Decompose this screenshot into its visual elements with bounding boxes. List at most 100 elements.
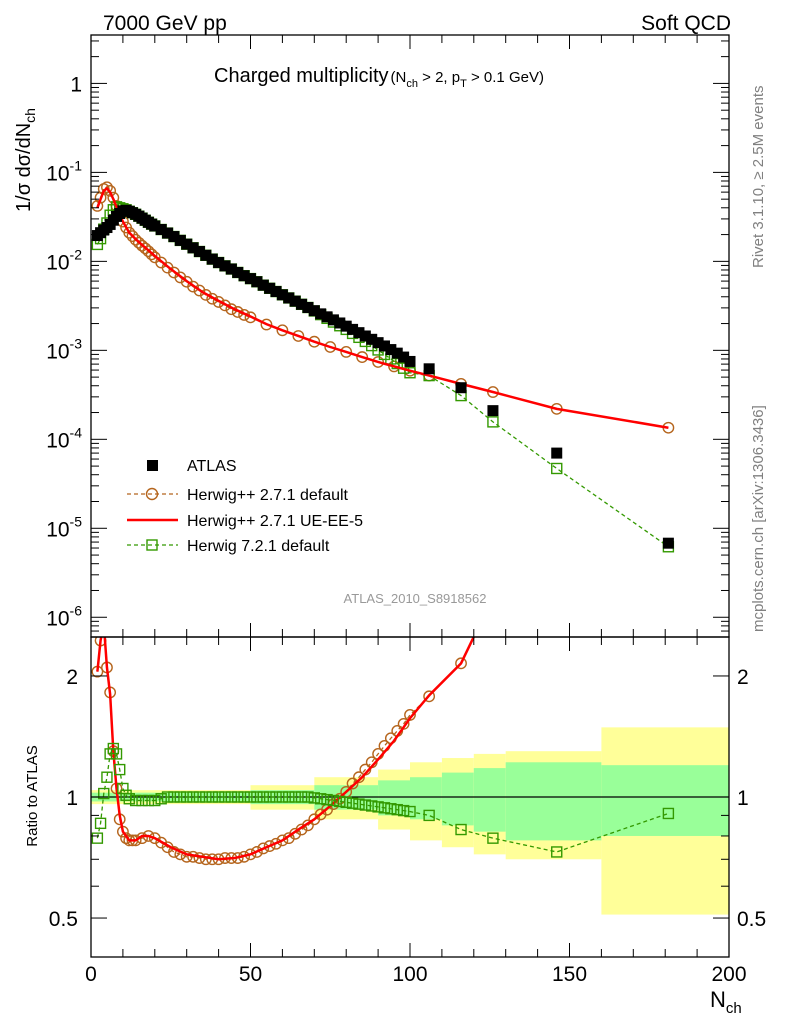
ratio-series-0-point-2 [99,618,109,628]
ratio-series-1-line [96,637,476,861]
main-series-1-point-41 [372,356,384,368]
side-label-rivet: Rivet 3.1.10, ≥ 2.5M events [750,86,767,269]
main-series-1-point-25 [193,284,206,297]
main-series-0-point-41 [296,298,308,310]
ratio-series-2-point-43 [334,795,346,808]
main-series-0-point-44 [315,308,327,320]
ratio-series-2-point-58 [551,846,563,858]
ratio-series-2-point-13 [142,794,155,807]
main-series-0-point-42 [302,301,314,313]
ratio-series-2-point-20 [187,791,199,803]
main-series-1 [91,181,675,434]
main-plot-series [91,181,675,553]
ratio-series-2-point-8 [117,782,129,795]
main-series-0-point-57 [398,351,410,363]
chart-title: Charged multiplicity (Nch > 2, pT > 0.1 G… [214,65,544,90]
main-series-1-point-10 [123,226,136,239]
x-axis-label: Nch [710,987,742,1017]
band-stat-8 [601,765,729,836]
main-series-0-point-29 [219,260,231,272]
legend-entry-atlas: ATLAS [147,458,237,475]
ratio-series-2-point-38 [302,791,314,803]
main-series-0-point-35 [257,279,269,291]
ratio-series-2-point-15 [155,793,167,805]
main-series-0-point-51 [359,330,371,342]
main-series-0 [91,204,674,549]
x-tick-label-3: 150 [552,963,587,986]
header-left: 7000 GeV pp [103,12,227,35]
ratio-series-2-point-21 [193,791,206,803]
ratio-series-2-point-52 [391,803,403,816]
ratio-series-2-point-55 [423,809,435,822]
x-tick-label-1: 50 [239,963,262,986]
ratio-series-2-point-32 [263,791,276,803]
band-stat-6 [473,768,506,832]
legend-entry-herwig7: Herwig 7.2.1 default [127,538,330,555]
ratio-series-0-point-31 [250,846,263,858]
main-y-axis-label: 1/σ dσ/dNch [13,108,38,212]
axis-ticks [90,35,730,957]
ratio-series-2-point-33 [270,791,282,803]
main-series-1-point-46 [487,386,499,398]
main-series-1-point-24 [187,280,199,293]
main-series-1-point-39 [340,346,353,358]
main-series-1-line [96,186,669,429]
ratio-plot-series [91,618,675,866]
ratio-y-tick-label-left-0: 0.5 [49,908,78,931]
ratio-series-2-point-57 [487,832,499,844]
legend: ATLAS Herwig++ 2.7.1 default Herwig++ 2.… [127,458,363,555]
ratio-series-2-point-41 [321,793,333,806]
ratio-series-0-point-34 [270,837,282,850]
ratio-series-2 [91,742,675,858]
legend-label-herwigpp-ueee5: Herwig++ 2.7.1 UE-EE-5 [187,513,363,530]
main-y-tick-label-3: 10-3 [46,335,82,363]
ratio-series-2-point-19 [180,791,193,803]
ratio-series-0-point-35 [276,834,289,847]
ratio-series-2-point-31 [257,791,269,803]
main-series-0-point-46 [327,314,339,326]
main-series-0-point-18 [149,220,161,232]
legend-label-herwigpp-default: Herwig++ 2.7.1 default [187,487,349,504]
legend-label-herwig7: Herwig 7.2.1 default [187,538,330,555]
main-series-0-point-21 [168,231,180,243]
main-series-0-point-39 [283,292,295,304]
ratio-series-2-point-51 [385,803,397,815]
main-series-1-point-12 [129,233,142,246]
ratio-series-2-point-50 [378,802,391,814]
main-y-tick-labels: 1 10-1 10-2 10-3 10-4 10-5 10-6 [46,73,82,630]
legend-marker-herwig7 [146,539,158,551]
ratio-series-2-point-0 [91,832,104,844]
legend-entry-herwigpp-default: Herwig++ 2.7.1 default [127,487,349,504]
main-series-0-point-25 [193,246,205,258]
ratio-series-2-point-49 [372,801,384,813]
ratio-series-2-point-25 [219,791,231,803]
ratio-series-2-point-42 [327,794,340,807]
main-series-0-point-24 [187,242,199,254]
main-series-3-point-62 [551,462,563,475]
x-tick-label-0: 0 [85,963,97,986]
x-tick-label-2: 100 [392,963,427,986]
main-series-0-point-54 [378,340,390,352]
ratio-series-2-point-2 [98,787,110,800]
main-series-0-point-22 [174,234,186,246]
main-series-0-point-45 [321,311,333,323]
main-series-0-point-26 [200,249,212,261]
main-series-1-point-16 [142,245,155,258]
main-series-1-point-40 [356,351,369,363]
main-series-0-point-40 [289,295,301,307]
ratio-series-2-point-48 [366,800,378,812]
x-tick-label-4: 200 [711,963,746,986]
ratio-y-tick-label-right-1: 1 [737,787,749,810]
ratio-series-2-point-54 [404,805,416,818]
ratio-y-tick-labels: 0.5 0.5 1 1 2 2 [49,666,766,931]
main-series-1-point-37 [308,335,321,348]
main-series-0-point-23 [181,238,193,250]
main-series-0-point-56 [391,347,403,359]
ratio-series-2-point-59 [662,807,675,820]
ratio-series-2-point-36 [289,791,301,803]
ratio-series-2-point-17 [168,791,180,803]
ratio-series-2-point-10 [123,793,135,805]
main-series-0-point-61 [487,405,499,417]
main-series-2 [96,186,669,429]
